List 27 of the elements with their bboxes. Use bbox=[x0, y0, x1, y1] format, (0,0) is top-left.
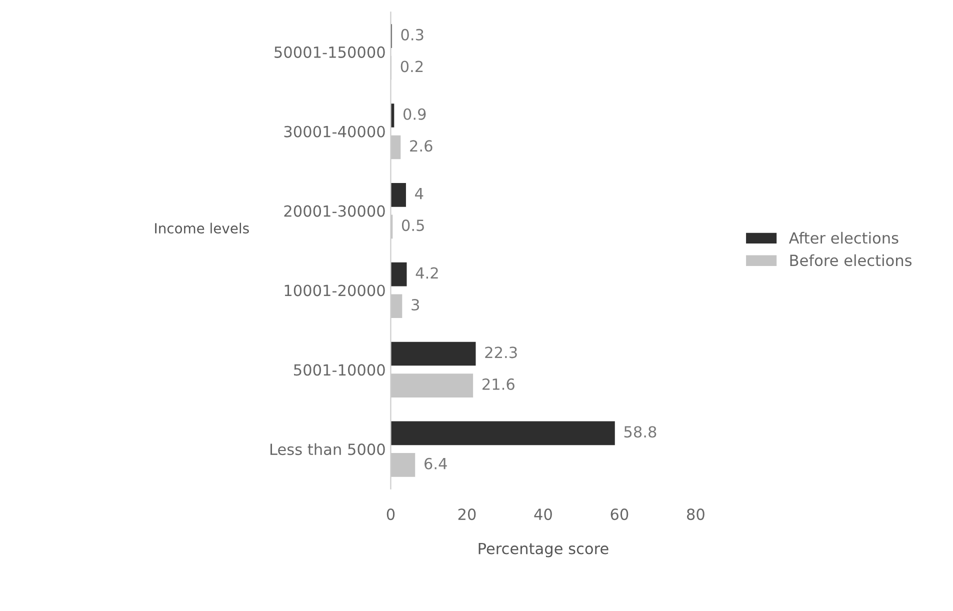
legend-label: Before elections bbox=[790, 254, 912, 266]
data-label: 22.3 bbox=[485, 346, 517, 358]
data-label: 58.8 bbox=[624, 426, 656, 438]
data-label: 0.2 bbox=[400, 60, 423, 72]
data-label: 3 bbox=[412, 298, 419, 311]
y-tick-label: 50001-150000 bbox=[274, 46, 385, 58]
data-label: 21.6 bbox=[482, 378, 514, 390]
data-label: 2.6 bbox=[410, 140, 432, 152]
data-label: 4 bbox=[415, 188, 424, 200]
y-tick-label: 10001-20000 bbox=[284, 284, 385, 296]
x-tick-label: 40 bbox=[534, 508, 552, 520]
x-axis-title: Percentage score bbox=[478, 542, 608, 558]
x-tick-label: 0 bbox=[386, 508, 395, 520]
data-label: 0.3 bbox=[401, 28, 424, 40]
y-tick-label: 5001-10000 bbox=[294, 364, 385, 376]
y-tick-label: 20001-30000 bbox=[284, 205, 385, 217]
y-tick-label: Less than 5000 bbox=[270, 443, 385, 456]
y-axis-title: Income levels bbox=[155, 222, 249, 234]
data-label: 0.5 bbox=[402, 220, 424, 232]
data-label: 4.2 bbox=[416, 267, 438, 279]
x-tick-label: 20 bbox=[458, 508, 476, 520]
legend-label: After elections bbox=[788, 232, 898, 244]
x-tick-label: 60 bbox=[610, 508, 628, 520]
y-tick-label: 30001-40000 bbox=[284, 126, 385, 138]
x-tick-label: 80 bbox=[687, 508, 704, 520]
data-label: 0.9 bbox=[404, 108, 426, 120]
data-label: 6.4 bbox=[424, 458, 447, 470]
